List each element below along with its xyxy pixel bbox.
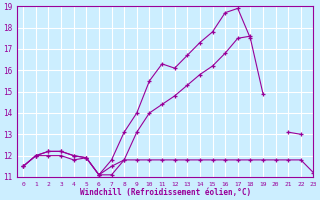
X-axis label: Windchill (Refroidissement éolien,°C): Windchill (Refroidissement éolien,°C) [80, 188, 251, 197]
